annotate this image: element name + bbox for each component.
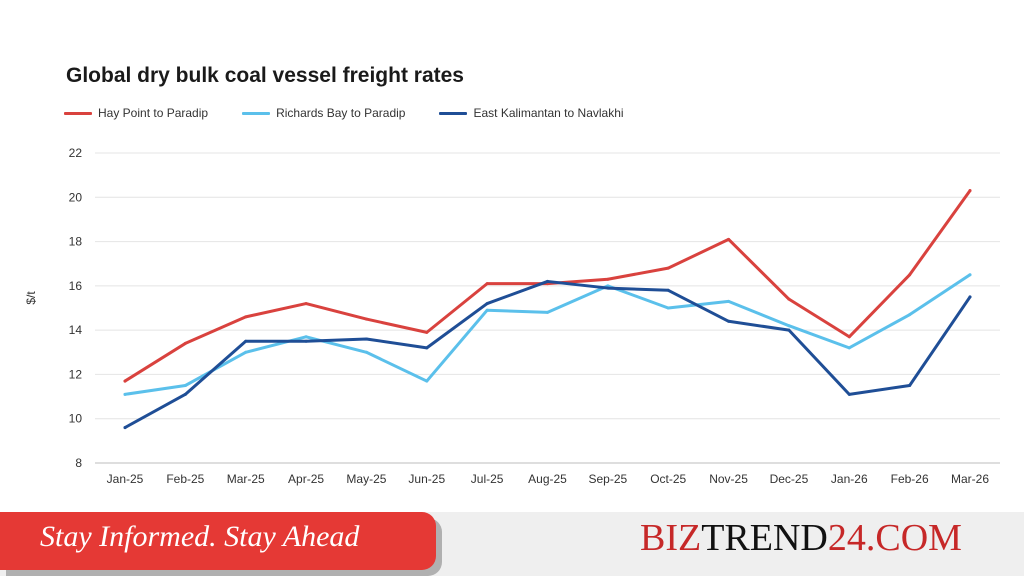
- data-point: [123, 426, 127, 430]
- legend-swatch: [242, 111, 271, 115]
- data-point: [666, 306, 670, 310]
- x-tick-label: Apr-25: [288, 472, 324, 486]
- data-point: [908, 313, 912, 317]
- data-point: [787, 324, 791, 328]
- data-point: [364, 317, 368, 321]
- y-tick-label: 12: [69, 367, 83, 381]
- data-point: [847, 392, 851, 396]
- data-point: [727, 237, 731, 241]
- data-point: [847, 346, 851, 350]
- legend-item-east-kalimantan: East Kalimantan to Navlakhi: [439, 106, 624, 120]
- x-tick-label: Feb-26: [891, 472, 929, 486]
- x-tick-label: Sep-25: [589, 472, 628, 486]
- legend-label: East Kalimantan to Navlakhi: [473, 106, 624, 120]
- data-point: [727, 299, 731, 303]
- x-tick-label: Dec-25: [770, 472, 809, 486]
- y-tick-label: 10: [69, 412, 83, 426]
- tagline-banner: [0, 512, 436, 570]
- data-point: [666, 266, 670, 270]
- data-point: [183, 392, 187, 396]
- data-point: [546, 310, 549, 314]
- data-point: [244, 315, 248, 319]
- chart-title: Global dry bulk coal vessel freight rate…: [66, 64, 464, 87]
- legend-swatch: [439, 111, 468, 115]
- series-line-2: [123, 279, 972, 430]
- x-tick-label: May-25: [346, 472, 386, 486]
- tagline-text: Stay Informed. Stay Ahead: [40, 520, 360, 553]
- x-axis-ticks: Jan-25 Feb-25 Mar-25 Apr-25 May-25 Jun-25 Jul-…: [107, 472, 990, 486]
- y-tick-label: 16: [69, 279, 83, 293]
- y-tick-label: 22: [69, 146, 83, 160]
- brand-logo[interactable]: BIZTREND24.COM: [640, 516, 962, 560]
- data-point: [244, 350, 248, 354]
- x-tick-label: Mar-25: [227, 472, 265, 486]
- x-tick-label: Jul-25: [471, 472, 504, 486]
- data-point: [546, 279, 549, 283]
- data-point: [123, 379, 127, 383]
- data-point: [606, 277, 610, 281]
- y-axis-ticks: 8 10 12 14 16 18 20 22: [69, 146, 83, 470]
- data-point: [364, 350, 368, 354]
- data-point: [606, 286, 610, 290]
- data-point: [183, 384, 187, 387]
- data-point: [908, 273, 912, 277]
- series-lines: [123, 189, 972, 430]
- data-point: [425, 346, 429, 350]
- data-point: [968, 273, 972, 277]
- data-point: [304, 302, 308, 306]
- data-point: [304, 335, 308, 339]
- legend-item-hay-point: Hay Point to Paradip: [64, 106, 208, 120]
- brand-part-2: TREND: [701, 517, 828, 559]
- y-tick-label: 14: [69, 323, 83, 337]
- legend-item-richards-bay: Richards Bay to Paradip: [242, 106, 405, 120]
- y-tick-label: 8: [75, 456, 82, 470]
- legend-label: Richards Bay to Paradip: [276, 106, 406, 120]
- data-point: [968, 295, 972, 299]
- chart-area: 8 10 12 14 16 18 20 22 Jan-25 Feb-25 Mar-25 Apr-25…: [24, 146, 1000, 486]
- data-point: [485, 308, 489, 312]
- data-point: [727, 319, 731, 323]
- brand-part-1: BIZ: [640, 517, 702, 559]
- data-point: [425, 379, 429, 383]
- x-tick-label: Feb-25: [166, 472, 204, 486]
- x-tick-label: Nov-25: [709, 472, 748, 486]
- data-point: [787, 328, 791, 332]
- y-axis-label: $/t: [24, 291, 38, 305]
- x-tick-label: Oct-25: [650, 472, 686, 486]
- gridlines: [95, 152, 1000, 464]
- data-point: [123, 392, 127, 396]
- data-point: [364, 337, 368, 341]
- data-point: [847, 335, 851, 339]
- x-tick-label: Jan-25: [107, 472, 144, 486]
- x-tick-label: Jun-25: [408, 472, 445, 486]
- x-tick-label: Jan-26: [831, 472, 868, 486]
- x-tick-label: Mar-26: [951, 472, 989, 486]
- data-point: [485, 302, 489, 306]
- y-tick-label: 20: [69, 190, 83, 204]
- data-point: [666, 288, 670, 292]
- data-point: [304, 339, 308, 343]
- data-point: [787, 297, 791, 301]
- x-tick-label: Aug-25: [528, 472, 567, 486]
- data-point: [244, 339, 248, 343]
- legend-swatch: [64, 111, 92, 115]
- data-point: [485, 282, 489, 286]
- y-tick-label: 18: [69, 235, 83, 249]
- data-point: [183, 341, 187, 345]
- brand-part-3: 24.COM: [827, 517, 962, 559]
- legend-label: Hay Point to Paradip: [98, 106, 209, 120]
- data-point: [908, 384, 912, 387]
- data-point: [968, 189, 972, 193]
- chart-legend: Hay Point to Paradip Richards Bay to Par…: [64, 106, 658, 120]
- data-point: [425, 330, 429, 334]
